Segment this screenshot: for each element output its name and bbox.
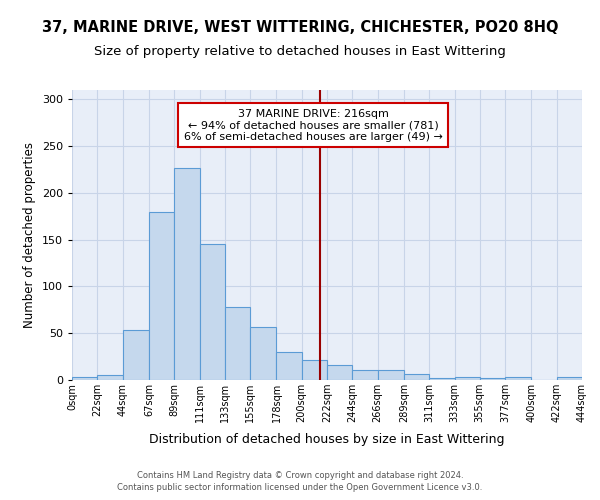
Bar (225, 307, 250, 380)
Bar (352, 370, 377, 380)
Bar (480, 378, 505, 380)
Text: 37 MARINE DRIVE: 216sqm
← 94% of detached houses are smaller (781)
6% of semi-de: 37 MARINE DRIVE: 216sqm ← 94% of detache… (184, 108, 443, 142)
Bar (122, 330, 149, 380)
Bar (72, 377, 97, 380)
Bar (377, 370, 404, 380)
Text: Size of property relative to detached houses in East Wittering: Size of property relative to detached ho… (94, 45, 506, 58)
Bar (327, 365, 352, 380)
X-axis label: Distribution of detached houses by size in East Wittering: Distribution of detached houses by size … (149, 434, 505, 446)
Text: Contains HM Land Registry data © Crown copyright and database right 2024.
Contai: Contains HM Land Registry data © Crown c… (118, 471, 482, 492)
Bar (174, 168, 199, 380)
Bar (455, 377, 480, 380)
Bar (505, 377, 532, 380)
Bar (199, 244, 225, 380)
Bar (149, 212, 174, 380)
Bar (404, 374, 429, 380)
Bar (250, 326, 277, 380)
Bar (557, 377, 582, 380)
Bar (97, 376, 122, 380)
Y-axis label: Number of detached properties: Number of detached properties (23, 142, 36, 328)
Bar (277, 352, 302, 380)
Text: 37, MARINE DRIVE, WEST WITTERING, CHICHESTER, PO20 8HQ: 37, MARINE DRIVE, WEST WITTERING, CHICHE… (42, 20, 558, 35)
Bar (429, 378, 455, 380)
Bar (302, 360, 327, 380)
